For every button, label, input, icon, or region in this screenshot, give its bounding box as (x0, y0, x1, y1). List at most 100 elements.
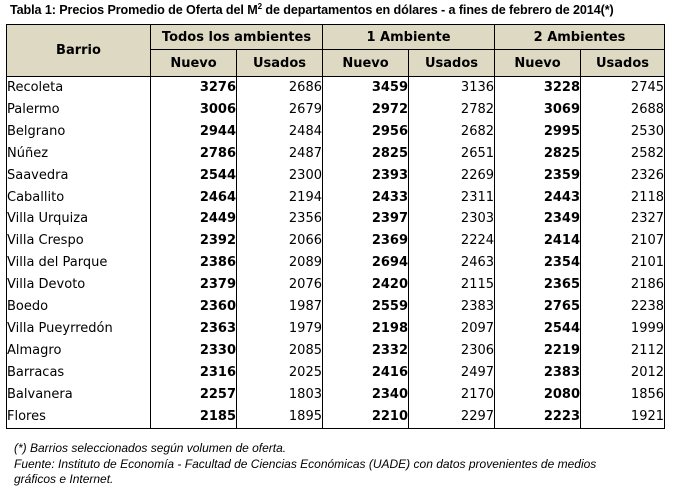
cell-nuevo: 2544 (494, 317, 582, 340)
cell-usados: 2688 (580, 98, 666, 121)
cell-nuevo: 2198 (322, 317, 409, 340)
cell-nuevo: 2825 (494, 142, 582, 165)
cell-nuevo: 2414 (494, 230, 582, 253)
cell-usados: 2497 (407, 361, 496, 384)
cell-usados: 2300 (236, 164, 323, 187)
cell-nuevo: 3069 (494, 98, 582, 121)
cell-nuevo: 2386 (150, 252, 237, 275)
cell-barrio: Boedo (6, 296, 151, 318)
table-row: Almagro 2330 2085 2332 2306 2219 2112 (6, 339, 666, 362)
cell-usados: 2682 (407, 120, 496, 143)
cell-barrio: Recoleta (6, 76, 151, 99)
cell-nuevo: 2359 (494, 164, 582, 187)
cell-barrio: Villa Pueyrredón (6, 317, 151, 340)
cell-nuevo: 3459 (322, 76, 409, 99)
header-barrio: Barrio (6, 24, 151, 77)
cell-usados: 2303 (407, 208, 496, 231)
cell-usados: 2170 (407, 383, 496, 406)
cell-nuevo: 2369 (322, 230, 409, 253)
cell-usados: 2025 (236, 361, 323, 384)
table-row: Palermo 3006 2679 2972 2782 3069 2688 (6, 98, 666, 121)
header-nuevo: Nuevo (150, 49, 237, 77)
cell-usados: 2686 (236, 76, 323, 99)
table-row: Villa Urquiza 2449 2356 2397 2303 2349 2327 (6, 208, 666, 231)
footnote-source-cont: gráficos e Internet. (14, 472, 114, 486)
cell-usados: 1921 (580, 405, 666, 429)
cell-nuevo: 2340 (322, 383, 409, 406)
prices-table: Barrio Todos los ambientes 1 Ambiente 2 … (6, 24, 666, 429)
cell-usados: 2097 (407, 317, 496, 340)
cell-nuevo: 2449 (150, 208, 237, 231)
cell-usados: 2297 (407, 405, 496, 429)
cell-usados: 2115 (407, 274, 496, 297)
cell-nuevo: 2433 (322, 186, 409, 209)
cell-barrio: Belgrano (6, 120, 151, 143)
cell-usados: 2487 (236, 142, 323, 165)
title-main: Tabla 1: Precios Promedio de Oferta del … (10, 3, 258, 17)
cell-nuevo: 2185 (150, 405, 237, 429)
cell-nuevo: 2257 (150, 383, 237, 406)
cell-usados: 2269 (407, 164, 496, 187)
cell-barrio: Caballito (6, 186, 151, 209)
cell-barrio: Villa Devoto (6, 274, 151, 297)
cell-usados: 2012 (580, 361, 666, 384)
cell-nuevo: 2694 (322, 252, 409, 275)
header-2-ambientes: 2 Ambientes (494, 24, 666, 50)
title-superscript: 2 (257, 2, 262, 11)
cell-nuevo: 2354 (494, 252, 582, 275)
cell-usados: 2112 (580, 339, 666, 362)
cell-nuevo: 2316 (150, 361, 237, 384)
cell-usados: 2194 (236, 186, 323, 209)
cell-nuevo: 2365 (494, 274, 582, 297)
cell-nuevo: 2080 (494, 383, 582, 406)
table-row: Caballito 2464 2194 2433 2311 2443 2118 (6, 186, 666, 209)
table-row: Recoleta 3276 2686 3459 3136 3228 2745 (6, 76, 666, 99)
cell-nuevo: 2349 (494, 208, 582, 231)
cell-nuevo: 2559 (322, 296, 409, 318)
table-title: Tabla 1: Precios Promedio de Oferta del … (10, 2, 614, 18)
cell-barrio: Almagro (6, 339, 151, 362)
cell-nuevo: 2363 (150, 317, 237, 340)
cell-nuevo: 2379 (150, 274, 237, 297)
header-usados: Usados (407, 49, 496, 77)
table-row: Villa Crespo 2392 2066 2369 2224 2414 2107 (6, 230, 666, 253)
cell-usados: 1856 (580, 383, 666, 406)
cell-nuevo: 2360 (150, 296, 237, 318)
table-row: Saavedra 2544 2300 2393 2269 2359 2326 (6, 164, 666, 187)
footnote-selection: (*) Barrios seleccionados según volumen … (14, 441, 287, 455)
table-row: Núñez 2786 2487 2825 2651 2825 2582 (6, 142, 666, 165)
cell-barrio: Villa del Parque (6, 252, 151, 275)
cell-barrio: Villa Urquiza (6, 208, 151, 231)
footnote-source: Fuente: Instituto de Economía - Facultad… (14, 457, 597, 471)
cell-usados: 2224 (407, 230, 496, 253)
header-1-ambiente: 1 Ambiente (321, 24, 496, 50)
cell-nuevo: 2944 (150, 120, 237, 143)
cell-usados: 2530 (580, 120, 666, 143)
cell-nuevo: 2464 (150, 186, 237, 209)
table-row: Barracas 2316 2025 2416 2497 2383 2012 (6, 361, 666, 384)
cell-nuevo: 2825 (322, 142, 409, 165)
cell-nuevo: 3276 (150, 76, 237, 99)
cell-usados: 3136 (407, 76, 496, 99)
cell-usados: 2582 (580, 142, 666, 165)
cell-nuevo: 2786 (150, 142, 237, 165)
cell-barrio: Flores (6, 405, 151, 429)
cell-usados: 2383 (407, 296, 496, 318)
cell-usados: 1803 (236, 383, 323, 406)
cell-nuevo: 2332 (322, 339, 409, 362)
cell-usados: 2651 (407, 142, 496, 165)
cell-barrio: Núñez (6, 142, 151, 165)
cell-barrio: Barracas (6, 361, 151, 384)
cell-nuevo: 2765 (494, 296, 582, 318)
table-row: Belgrano 2944 2484 2956 2682 2995 2530 (6, 120, 666, 143)
cell-nuevo: 2397 (322, 208, 409, 231)
cell-usados: 2484 (236, 120, 323, 143)
table-row: Villa Pueyrredón 2363 1979 2198 2097 2544 1999 (6, 317, 666, 340)
title-rest: de departamentos en dólares - a fines de… (261, 3, 614, 17)
cell-usados: 2327 (580, 208, 666, 231)
cell-nuevo: 3006 (150, 98, 237, 121)
cell-usados: 2076 (236, 274, 323, 297)
cell-usados: 1895 (236, 405, 323, 429)
cell-usados: 2118 (580, 186, 666, 209)
cell-nuevo: 2219 (494, 339, 582, 362)
